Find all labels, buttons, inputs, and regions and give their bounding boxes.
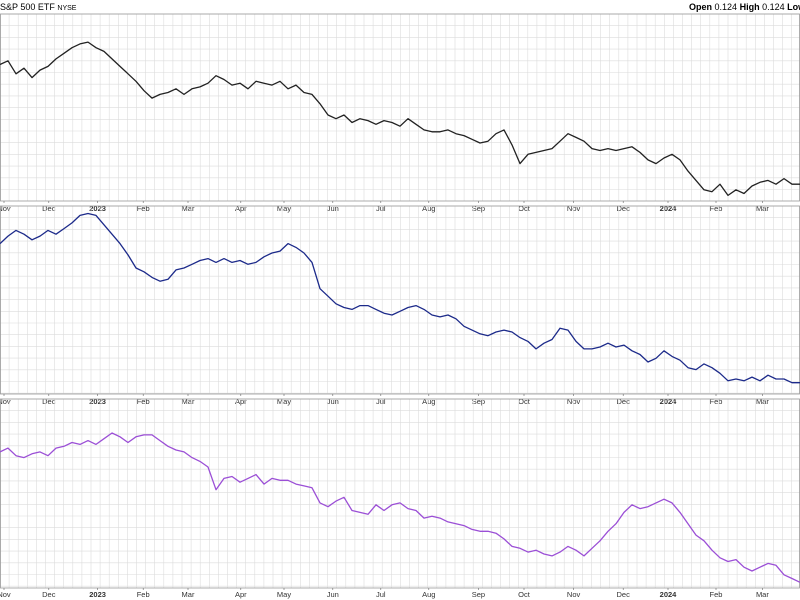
symbol-name: S&P 500 ETF — [0, 2, 55, 12]
x-tick-label: Jun — [327, 590, 339, 599]
open-value: 0.124 — [714, 2, 738, 12]
panel-frame — [0, 398, 800, 589]
x-tick-label: Mar — [182, 590, 195, 599]
x-tick-label: 2024 — [660, 590, 678, 599]
x-tick-label: Jul — [376, 397, 386, 406]
series-line-1 — [0, 41, 800, 197]
x-tick-label: Jun — [327, 397, 339, 406]
exchange-label: NYSE — [57, 5, 77, 12]
x-tick-label: Aug — [422, 590, 435, 599]
x-tick-label: Jul — [376, 590, 386, 599]
chart-panel-1: Nov Dec 2023 Feb Mar Apr May Jun Jul Aug Sep Oct Nov… — [0, 13, 800, 213]
x-tick-label: Dec — [42, 590, 56, 599]
x-tick-label: Nov — [0, 204, 11, 213]
x-tick-label: Nov — [567, 590, 581, 599]
x-tick-label: Mar — [756, 204, 769, 213]
x-tick-label: 2023 — [89, 397, 106, 406]
x-tick-label: Nov — [567, 397, 581, 406]
x-tick-labels: Nov Dec 2023 Feb Mar Apr May Jun Jul Aug Sep Oct Nov… — [0, 201, 769, 213]
ohlc-readout: Open 0.124 High 0.124 Low — [689, 2, 800, 12]
x-tick-label: Dec — [617, 204, 631, 213]
x-tick-label: Dec — [617, 590, 631, 599]
x-tick-labels: Nov Dec 2023 Feb Mar Apr May Jun Jul Aug Sep Oct Nov… — [0, 588, 769, 599]
x-tick-label: Sep — [472, 590, 485, 599]
x-tick-labels: Nov Dec 2023 Feb Mar Apr May Jun Jul Aug Sep Oct Nov… — [0, 394, 769, 406]
x-tick-label: Jul — [376, 204, 386, 213]
grid-lines — [0, 205, 800, 394]
x-tick-label: Dec — [42, 204, 56, 213]
x-tick-label: Feb — [137, 397, 150, 406]
x-tick-label: Mar — [182, 397, 195, 406]
x-tick-label: 2024 — [660, 397, 678, 406]
x-tick-label: Mar — [756, 590, 769, 599]
high-label: High — [739, 2, 760, 12]
x-tick-label: Feb — [137, 204, 150, 213]
x-tick-label: Mar — [182, 204, 195, 213]
x-tick-label: 2023 — [89, 204, 106, 213]
series-line-2 — [0, 212, 800, 384]
grid-lines — [0, 398, 800, 588]
x-tick-label: May — [277, 397, 291, 406]
chart-title: S&P 500 ETF NYSE — [0, 2, 76, 12]
x-tick-label: Nov — [567, 204, 581, 213]
open-label: Open — [689, 2, 713, 12]
x-tick-label: Feb — [710, 590, 723, 599]
x-tick-label: 2023 — [89, 590, 106, 599]
x-tick-label: Sep — [472, 204, 485, 213]
x-tick-label: Oct — [518, 397, 531, 406]
x-tick-label: Oct — [518, 590, 531, 599]
x-tick-label: Nov — [0, 397, 11, 406]
high-value: 0.124 — [762, 2, 785, 12]
x-tick-label: 2024 — [660, 204, 678, 213]
x-tick-label: May — [277, 590, 291, 599]
x-tick-label: Apr — [235, 590, 247, 599]
low-label: Low — [787, 2, 800, 12]
x-tick-label: Oct — [518, 204, 531, 213]
x-tick-label: Dec — [42, 397, 56, 406]
x-tick-label: Aug — [422, 204, 435, 213]
x-tick-label: Sep — [472, 397, 485, 406]
x-tick-label: Aug — [422, 397, 435, 406]
chart-panel-2: Nov Dec 2023 Feb Mar Apr May Jun Jul Aug Sep Oct Nov… — [0, 205, 800, 406]
x-tick-label: Mar — [756, 397, 769, 406]
x-tick-label: Nov — [0, 590, 11, 599]
grid-lines — [0, 13, 800, 201]
x-tick-label: Dec — [617, 397, 631, 406]
x-tick-label: Feb — [137, 590, 150, 599]
x-tick-label: Feb — [710, 204, 723, 213]
chart-panel-3: Nov Dec 2023 Feb Mar Apr May Jun Jul Aug Sep Oct Nov… — [0, 398, 800, 599]
x-tick-label: Apr — [235, 204, 247, 213]
x-tick-label: Feb — [710, 397, 723, 406]
x-tick-label: Apr — [235, 397, 247, 406]
series-line-3 — [0, 432, 800, 583]
x-tick-label: May — [277, 204, 291, 213]
panel-frame — [0, 205, 800, 395]
x-tick-label: Jun — [327, 204, 339, 213]
